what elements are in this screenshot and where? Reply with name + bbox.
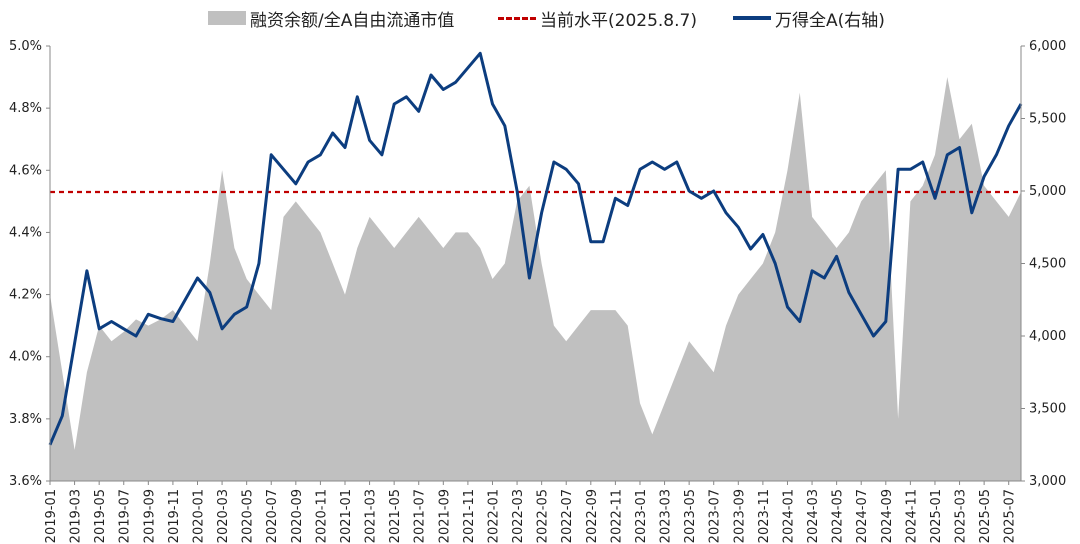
legend-swatch-dashed-line (498, 16, 536, 20)
legend-item-current-level: 当前水平(2025.8.7) (498, 6, 697, 31)
x-tick-label: 2024-07 (855, 489, 870, 543)
x-tick-label: 2021-11 (462, 489, 477, 543)
legend: 融资余额/全A自由流通市值 当前水平(2025.8.7) 万得全A(右轴) (0, 6, 1080, 31)
x-tick-label: 2019-01 (44, 489, 59, 543)
x-tick-label: 2023-01 (634, 489, 649, 543)
y-left-tick-label: 4.8% (9, 101, 42, 116)
x-tick-label: 2025-05 (978, 489, 993, 543)
x-tick-label: 2022-11 (609, 489, 624, 543)
x-tick-label: 2024-09 (880, 489, 895, 543)
x-tick-label: 2019-07 (118, 489, 133, 543)
line-series-wind-all-a (48, 51, 1023, 446)
legend-item-margin-ratio: 融资余额/全A自由流通市值 (208, 6, 455, 31)
legend-item-wind-all-a: 万得全A(右轴) (733, 6, 885, 31)
x-tick-label: 2020-05 (241, 489, 256, 543)
x-tick-label: 2021-05 (388, 489, 403, 543)
x-tick-label: 2019-05 (93, 489, 108, 543)
x-tick-label: 2021-07 (413, 489, 428, 543)
y-right-tick-label: 6,000 (1029, 39, 1066, 54)
x-tick-label: 2022-07 (560, 489, 575, 543)
x-tick-label: 2020-01 (191, 489, 206, 543)
x-tick-label: 2019-09 (142, 489, 157, 543)
x-tick-label: 2020-07 (265, 489, 280, 543)
x-tick-label: 2021-01 (339, 489, 354, 543)
x-tick-label: 2020-09 (290, 489, 305, 543)
y-right-tick-label: 5,000 (1029, 184, 1066, 199)
x-tick-label: 2020-03 (216, 489, 231, 543)
x-tick-label: 2023-09 (732, 489, 747, 543)
y-right-tick-label: 4,500 (1029, 257, 1066, 272)
legend-label-current-level: 当前水平(2025.8.7) (540, 10, 697, 31)
x-tick-label: 2022-01 (486, 489, 501, 543)
x-tick-label: 2021-09 (437, 489, 452, 543)
x-tick-label: 2024-11 (904, 489, 919, 543)
x-tick-label: 2021-03 (364, 489, 379, 543)
x-tick-label: 2022-09 (585, 489, 600, 543)
y-left-tick-label: 3.6% (9, 474, 42, 489)
x-tick-label: 2019-03 (69, 489, 84, 543)
x-tick-label: 2024-05 (831, 489, 846, 543)
x-tick-label: 2025-01 (929, 489, 944, 543)
x-tick-label: 2023-11 (757, 489, 772, 543)
x-tick-label: 2025-03 (954, 489, 969, 543)
x-tick-label: 2022-03 (511, 489, 526, 543)
x-tick-label: 2023-07 (708, 489, 723, 543)
y-left-tick-label: 4.4% (9, 225, 42, 240)
y-left-tick-label: 4.2% (9, 288, 42, 303)
x-tick-label: 2022-05 (536, 489, 551, 543)
y-left-tick-label: 4.0% (9, 350, 42, 365)
x-tick-label: 2023-03 (659, 489, 674, 543)
x-tick-label: 2025-07 (1003, 489, 1018, 543)
x-tick-label: 2024-03 (806, 489, 821, 543)
y-right-tick-label: 3,000 (1029, 474, 1066, 489)
y-right-tick-label: 4,000 (1029, 329, 1066, 344)
x-tick-label: 2019-11 (167, 489, 182, 543)
y-right-tick-label: 3,500 (1029, 402, 1066, 417)
legend-swatch-area (208, 11, 246, 25)
legend-label-wind-all-a: 万得全A(右轴) (775, 10, 885, 31)
legend-swatch-line (733, 16, 771, 20)
x-tick-label: 2023-05 (683, 489, 698, 543)
y-left-tick-label: 4.6% (9, 163, 42, 178)
x-tick-label: 2024-01 (781, 489, 796, 543)
legend-label-margin-ratio: 融资余额/全A自由流通市值 (250, 10, 455, 31)
y-left-tick-label: 3.8% (9, 412, 42, 427)
y-right-tick-label: 5,500 (1029, 112, 1066, 127)
x-tick-label: 2020-11 (314, 489, 329, 543)
y-left-tick-label: 5.0% (9, 39, 42, 54)
area-series-margin-ratio (50, 77, 1021, 481)
